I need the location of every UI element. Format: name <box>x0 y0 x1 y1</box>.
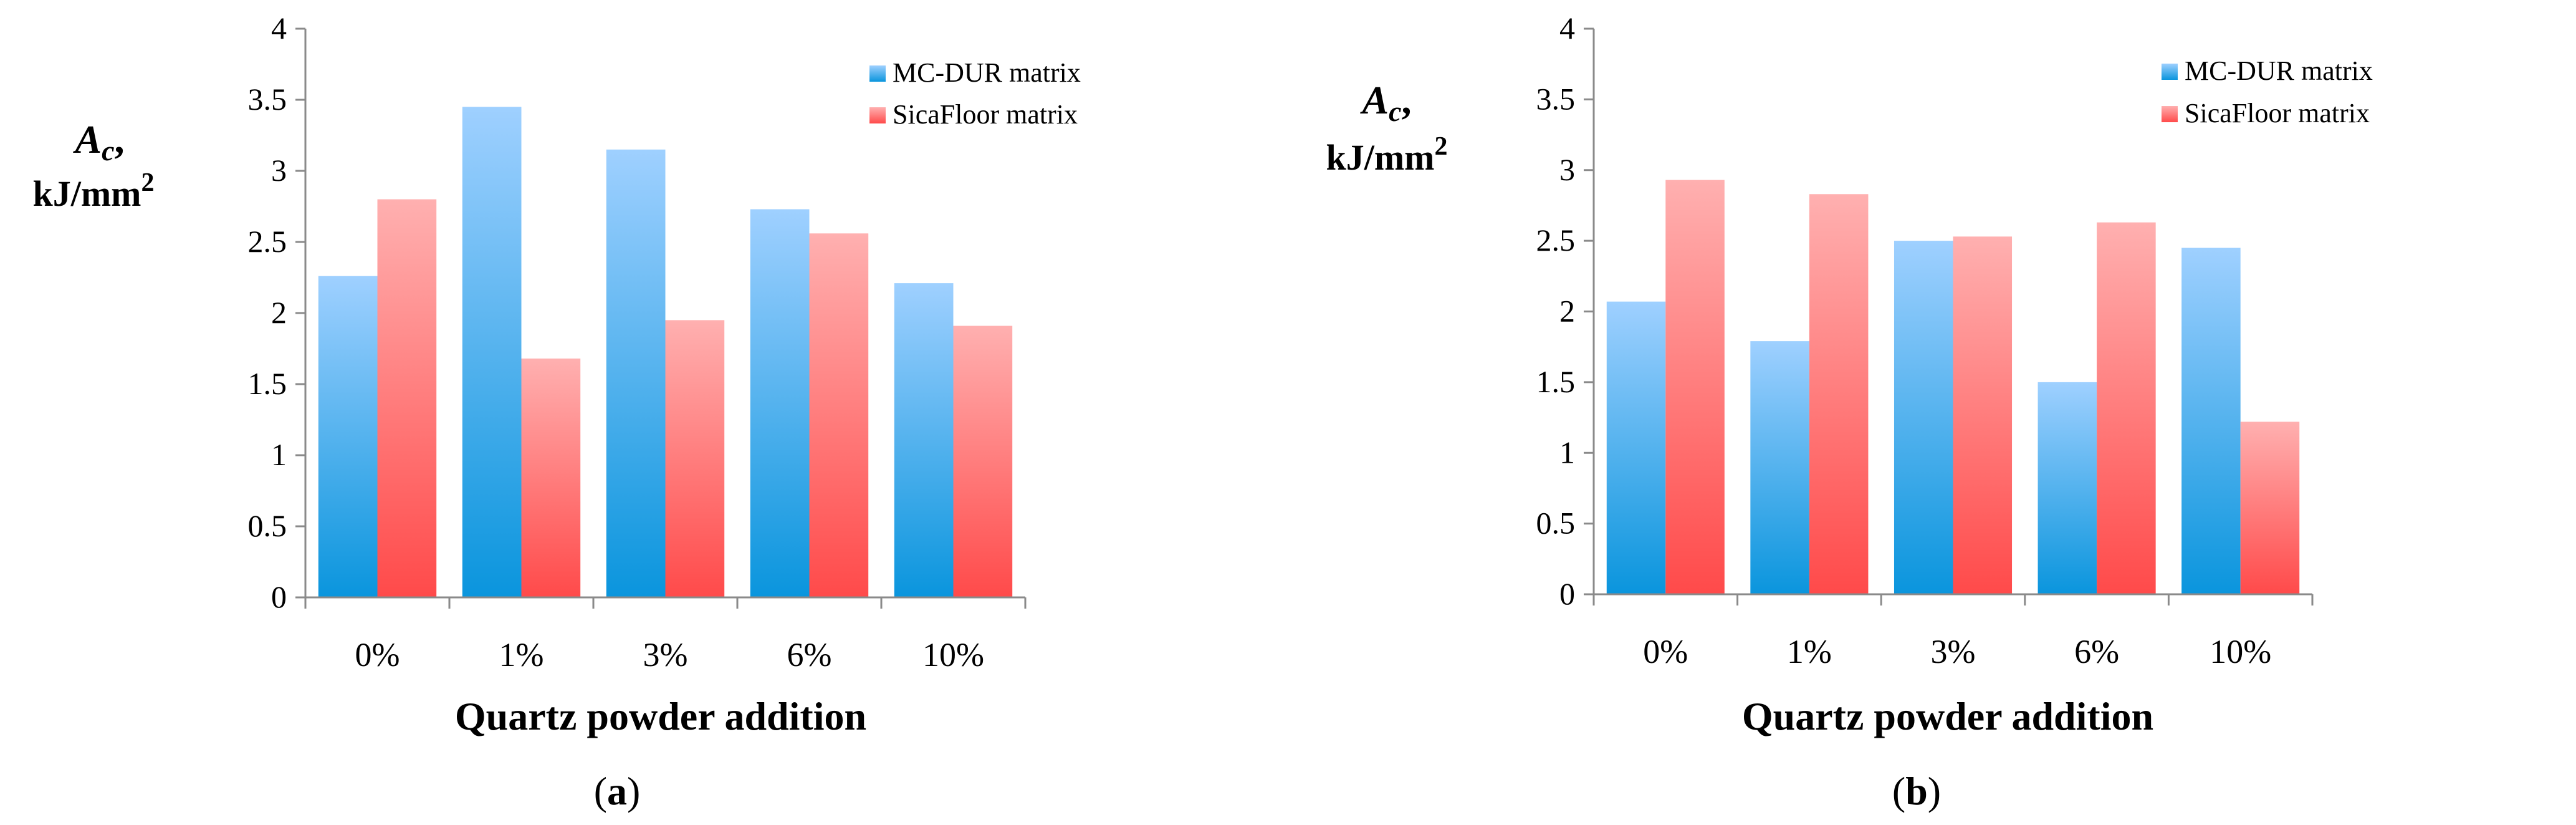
bar-a-mc-dur-matrix-10 <box>894 283 954 597</box>
y-tick-label-b-6: 3 <box>1559 152 1575 187</box>
y-tick-label-a-4: 2 <box>271 295 287 330</box>
bar-b-sicafloor-matrix-3 <box>1953 236 2013 594</box>
legend-label-mc-dur-a: MC-DUR matrix <box>893 57 1081 88</box>
x-tick-label-a-0: 0% <box>355 636 400 673</box>
x-axis-label-a: Quartz powder addition <box>455 694 866 738</box>
y-tick-label-a-0: 0 <box>271 579 287 614</box>
y-tick-label-b-8: 4 <box>1559 11 1575 46</box>
y-tick-label-a-7: 3.5 <box>248 82 287 117</box>
bar-b-mc-dur-matrix-3 <box>1894 241 1953 594</box>
y-tick-label-a-5: 2.5 <box>248 224 287 259</box>
y-tick-label-b-5: 2.5 <box>1536 223 1576 258</box>
y-axis-label-symbol-a: Ac, <box>72 117 124 166</box>
y-tick-label-a-1: 0.5 <box>248 508 287 543</box>
y-tick-label-b-2: 1 <box>1559 435 1575 470</box>
plot-area-a: 0 0.5 1 1.5 2 2.5 3 3.5 4 0% 1% 3% 6% 10% <box>248 11 1027 673</box>
legend-label-mc-dur-b: MC-DUR matrix <box>2185 55 2373 86</box>
x-tick-label-a-10: 10% <box>922 636 984 673</box>
x-axis-label-b: Quartz powder addition <box>1742 694 2153 738</box>
legend-a: MC-DUR matrix SicaFloor matrix <box>869 57 1081 130</box>
bar-b-mc-dur-matrix-1 <box>1750 341 1809 594</box>
x-tick-label-b-1: 1% <box>1787 633 1832 670</box>
y-tick-label-a-8: 4 <box>271 11 287 46</box>
x-tick-label-b-3: 3% <box>1931 633 1976 670</box>
bar-a-mc-dur-matrix-0 <box>318 276 378 598</box>
bar-a-mc-dur-matrix-6 <box>750 209 810 597</box>
x-tick-label-a-3: 3% <box>643 636 688 673</box>
chart-panel-b: 00.511.522.533.540% 1% 3% 6% 10% Ac, kJ/mm2 … <box>1326 11 2373 813</box>
legend-swatch-mc-dur-b <box>2162 64 2178 80</box>
bar-b-sicafloor-matrix-6 <box>2097 222 2156 595</box>
legend-label-sicafloor-b: SicaFloor matrix <box>2185 98 2370 128</box>
bar-b-mc-dur-matrix-10 <box>2181 248 2241 594</box>
legend-swatch-sicafloor-b <box>2162 106 2178 122</box>
bar-b-sicafloor-matrix-1 <box>1809 194 1869 594</box>
y-tick-label-b-4: 2 <box>1559 294 1575 329</box>
x-tick-label-b-6: 6% <box>2074 633 2119 670</box>
y-tick-label-b-3: 1.5 <box>1536 364 1576 399</box>
bar-a-sicafloor-matrix-6 <box>809 233 869 597</box>
y-tick-label-a-6: 3 <box>271 153 287 188</box>
bar-a-mc-dur-matrix-1 <box>462 107 522 597</box>
legend-swatch-mc-dur-a <box>869 65 886 82</box>
bar-a-sicafloor-matrix-0 <box>377 199 437 598</box>
y-axis-label-symbol-b: Ac, <box>1359 78 1411 127</box>
panel-label-b: (b) <box>1892 769 1941 813</box>
bar-b-mc-dur-matrix-6 <box>2037 382 2097 594</box>
bar-a-sicafloor-matrix-3 <box>665 320 725 597</box>
y-axis-label-unit-b: kJ/mm2 <box>1326 132 1448 178</box>
bar-b-sicafloor-matrix-0 <box>1665 180 1725 594</box>
x-tick-label-a-6: 6% <box>787 636 832 673</box>
legend-b: MC-DUR matrix SicaFloor matrix <box>2162 55 2373 128</box>
bar-a-sicafloor-matrix-1 <box>521 358 581 597</box>
y-axis-label-unit-a: kJ/mm2 <box>33 168 155 214</box>
x-tick-label-b-0: 0% <box>1643 633 1688 670</box>
bar-b-mc-dur-matrix-0 <box>1606 301 1666 594</box>
panel-label-a: (a) <box>594 769 641 813</box>
y-tick-label-a-3: 1.5 <box>248 366 287 401</box>
x-tick-label-b-10: 10% <box>2210 633 2271 670</box>
plot-area-b: 0 0.5 1 1.5 2 2.5 3 3.5 4 0% 1% 3% 6% 10% <box>1536 11 2314 670</box>
legend-label-sicafloor-a: SicaFloor matrix <box>893 99 1078 130</box>
bar-a-mc-dur-matrix-3 <box>606 149 666 598</box>
y-tick-label-a-2: 1 <box>271 437 287 472</box>
y-tick-label-b-0: 0 <box>1559 576 1575 611</box>
y-tick-label-b-1: 0.5 <box>1536 506 1576 541</box>
legend-swatch-sicafloor-a <box>869 107 886 123</box>
y-tick-label-b-7: 3.5 <box>1536 81 1576 116</box>
bar-a-sicafloor-matrix-10 <box>953 326 1013 597</box>
chart-panel-a: 00.511.522.533.540% 1% 3% 6% 10% Ac, kJ/mm2 … <box>33 11 1081 813</box>
bar-b-sicafloor-matrix-10 <box>2240 422 2300 594</box>
x-tick-label-a-1: 1% <box>499 636 544 673</box>
